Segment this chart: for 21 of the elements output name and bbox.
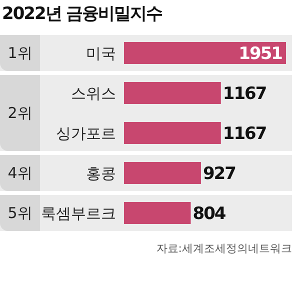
bar: [124, 162, 201, 184]
bar: [124, 122, 221, 144]
y-tick-label: 미국: [86, 44, 116, 62]
data-label: 1167: [222, 84, 266, 104]
data-label: 1167: [222, 124, 266, 144]
text: 자료:세계조세정의네트워크: [156, 241, 292, 256]
text: 5위: [6, 203, 34, 223]
data-label: 927: [202, 164, 236, 184]
text: 4위: [6, 163, 34, 183]
bar: [124, 42, 286, 64]
y-tick-label: 룩셈부르크: [41, 204, 116, 222]
chart-title: 2022년 금융비밀지수: [2, 3, 162, 25]
bar: [124, 202, 191, 224]
y-tick-label: 스위스: [71, 84, 116, 102]
y-tick-label: 싱가포르: [56, 124, 116, 142]
data-label: 804: [192, 204, 226, 224]
bar: [124, 82, 221, 104]
data-label: 1951: [238, 44, 282, 64]
y-tick-label: 홍콩: [86, 164, 116, 182]
text: 2위: [6, 103, 34, 123]
text: 1위: [6, 43, 34, 63]
